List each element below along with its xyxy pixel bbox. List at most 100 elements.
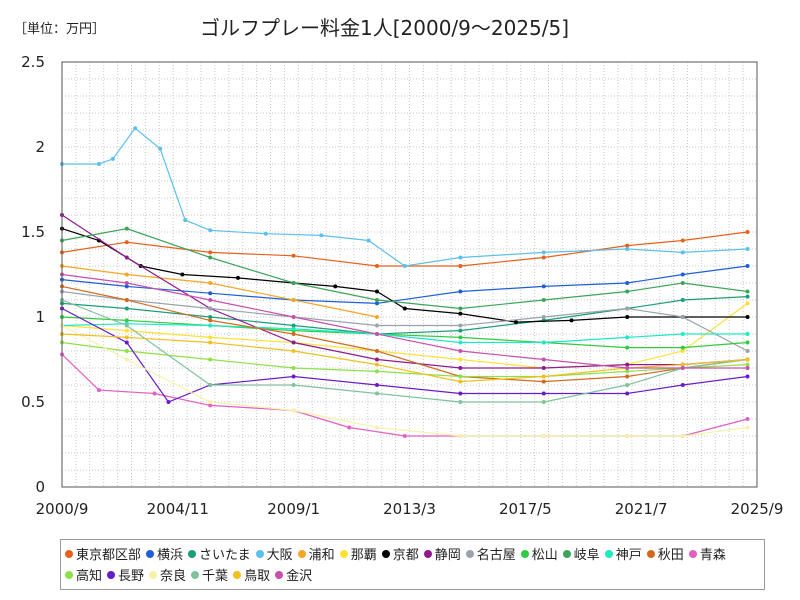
data-point bbox=[124, 340, 129, 345]
data-point bbox=[680, 250, 685, 255]
data-point bbox=[374, 289, 379, 294]
x-tick-label: 2021/7 bbox=[615, 500, 668, 518]
legend-item: 金沢 bbox=[275, 564, 312, 585]
series-17 bbox=[60, 323, 750, 438]
legend-marker bbox=[646, 549, 655, 558]
data-point bbox=[625, 345, 630, 350]
series-line bbox=[61, 231, 748, 267]
legend-label: 高知 bbox=[76, 569, 103, 584]
data-point bbox=[374, 301, 379, 306]
legend-label: 岐阜 bbox=[573, 548, 600, 563]
data-point bbox=[402, 306, 407, 311]
legend-marker bbox=[65, 570, 73, 579]
axes: 0 0.5 1 1.5 2 2.5 2000/9 2004/11 2009/1 2013/3 201… bbox=[21, 53, 783, 518]
data-point bbox=[374, 315, 379, 319]
legend-label: 長野 bbox=[118, 569, 145, 584]
line-chart: 0 0.5 1 1.5 2 2.5 2000/9 2004/11 2009/1 2013/3 201… bbox=[21, 53, 783, 518]
legend-marker bbox=[339, 549, 348, 558]
data-point bbox=[291, 383, 296, 387]
data-point bbox=[745, 366, 750, 370]
data-point bbox=[625, 243, 630, 248]
data-point bbox=[333, 284, 338, 289]
data-point bbox=[458, 366, 463, 370]
data-point bbox=[158, 146, 163, 151]
data-point bbox=[291, 340, 296, 345]
data-point bbox=[291, 326, 296, 331]
data-point bbox=[402, 434, 407, 438]
series-11 bbox=[60, 226, 750, 311]
data-point bbox=[625, 374, 630, 379]
grid bbox=[61, 61, 758, 488]
x-tick-label: 2009/1 bbox=[267, 500, 320, 518]
data-point bbox=[366, 238, 371, 243]
data-point bbox=[745, 362, 750, 367]
data-point bbox=[208, 298, 213, 302]
data-point bbox=[124, 240, 129, 245]
series-1 bbox=[60, 230, 750, 268]
data-point bbox=[208, 323, 213, 328]
legend-marker bbox=[381, 549, 390, 558]
data-point bbox=[374, 264, 379, 268]
data-point bbox=[124, 328, 129, 333]
data-point bbox=[374, 391, 379, 396]
series-5 bbox=[60, 264, 379, 319]
data-point bbox=[374, 362, 379, 367]
data-point bbox=[541, 434, 546, 438]
data-point bbox=[458, 311, 463, 316]
data-point bbox=[124, 335, 129, 340]
data-point bbox=[458, 335, 463, 340]
data-point bbox=[208, 318, 213, 323]
data-point bbox=[291, 408, 296, 413]
data-point bbox=[541, 357, 546, 362]
data-point bbox=[374, 332, 379, 336]
data-point bbox=[208, 306, 213, 311]
data-point bbox=[208, 340, 213, 345]
data-point bbox=[541, 391, 546, 396]
y-tick-label: 2.5 bbox=[21, 53, 45, 71]
data-point bbox=[183, 218, 188, 223]
series-line bbox=[61, 227, 748, 310]
legend-item: 秋田 bbox=[646, 543, 684, 564]
data-point bbox=[625, 335, 630, 340]
legend-marker bbox=[688, 549, 697, 558]
data-point bbox=[291, 253, 296, 258]
legend-item: 奈良 bbox=[149, 564, 186, 585]
data-point bbox=[124, 272, 129, 277]
legend-item: 京都 bbox=[381, 543, 419, 564]
series-line bbox=[62, 127, 748, 267]
data-point bbox=[291, 315, 296, 319]
data-point bbox=[152, 391, 157, 396]
legend-item: 岐阜 bbox=[562, 543, 600, 564]
data-point bbox=[374, 383, 379, 387]
data-point bbox=[541, 298, 546, 302]
legend-marker bbox=[146, 549, 155, 558]
legend-marker bbox=[107, 570, 116, 579]
data-point bbox=[208, 250, 213, 255]
legend-label: 東京都区部 bbox=[76, 548, 142, 563]
legend-marker bbox=[255, 549, 264, 558]
data-point bbox=[208, 255, 213, 260]
legend-item: さいたま bbox=[188, 543, 251, 564]
x-tick-label: 2025/9 bbox=[731, 500, 784, 518]
data-point bbox=[291, 349, 296, 353]
data-point bbox=[291, 298, 296, 302]
data-point bbox=[541, 340, 546, 345]
y-tick-label: 1.5 bbox=[21, 223, 45, 241]
data-point bbox=[625, 289, 630, 294]
data-point bbox=[124, 349, 129, 353]
data-point bbox=[541, 250, 546, 255]
data-point bbox=[680, 238, 685, 243]
legend-marker bbox=[562, 549, 571, 558]
data-point bbox=[745, 294, 750, 299]
legend-marker bbox=[423, 549, 432, 558]
data-point bbox=[745, 247, 750, 251]
data-point bbox=[374, 425, 379, 430]
chart-title: ゴルフプレー料金1人[2000/9～2025/5] bbox=[200, 16, 570, 40]
legend-label: 横浜 bbox=[157, 548, 184, 563]
legend-label: 神戸 bbox=[615, 548, 642, 563]
data-point bbox=[745, 315, 750, 319]
legend-item: 東京都区部 bbox=[65, 543, 141, 564]
legend-item: 長野 bbox=[107, 564, 144, 585]
data-point bbox=[745, 230, 750, 234]
data-point bbox=[745, 301, 750, 306]
